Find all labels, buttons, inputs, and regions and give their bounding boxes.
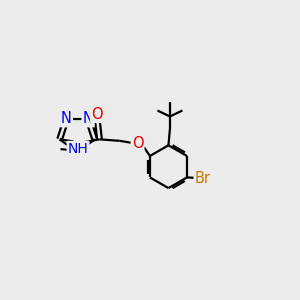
Text: S: S xyxy=(73,145,82,160)
Text: NH: NH xyxy=(68,142,88,156)
Text: O: O xyxy=(91,107,103,122)
Text: N: N xyxy=(61,111,72,126)
Text: N: N xyxy=(82,111,93,126)
Text: O: O xyxy=(132,136,143,151)
Text: Br: Br xyxy=(195,171,211,186)
